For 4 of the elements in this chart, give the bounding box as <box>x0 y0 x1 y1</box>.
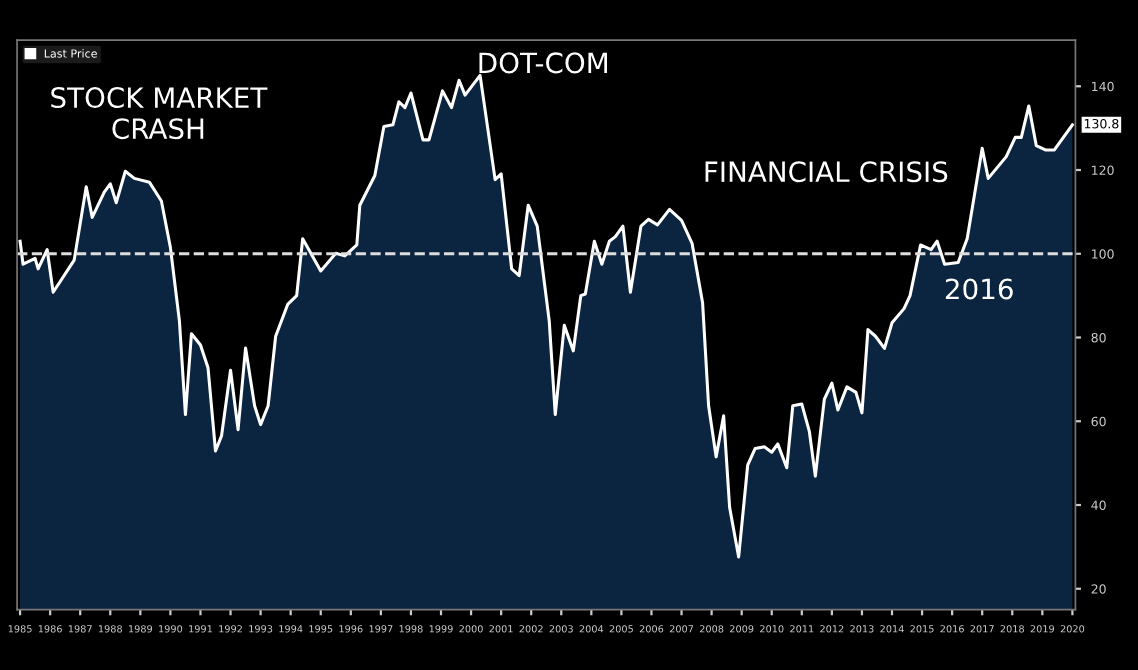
annotation: DOT-COM <box>479 52 607 74</box>
annotation: FINANCIAL CRISIS <box>705 161 948 183</box>
annotation: 2016 <box>945 278 1013 300</box>
annotation: STOCK MARKET CRASH <box>51 87 268 140</box>
